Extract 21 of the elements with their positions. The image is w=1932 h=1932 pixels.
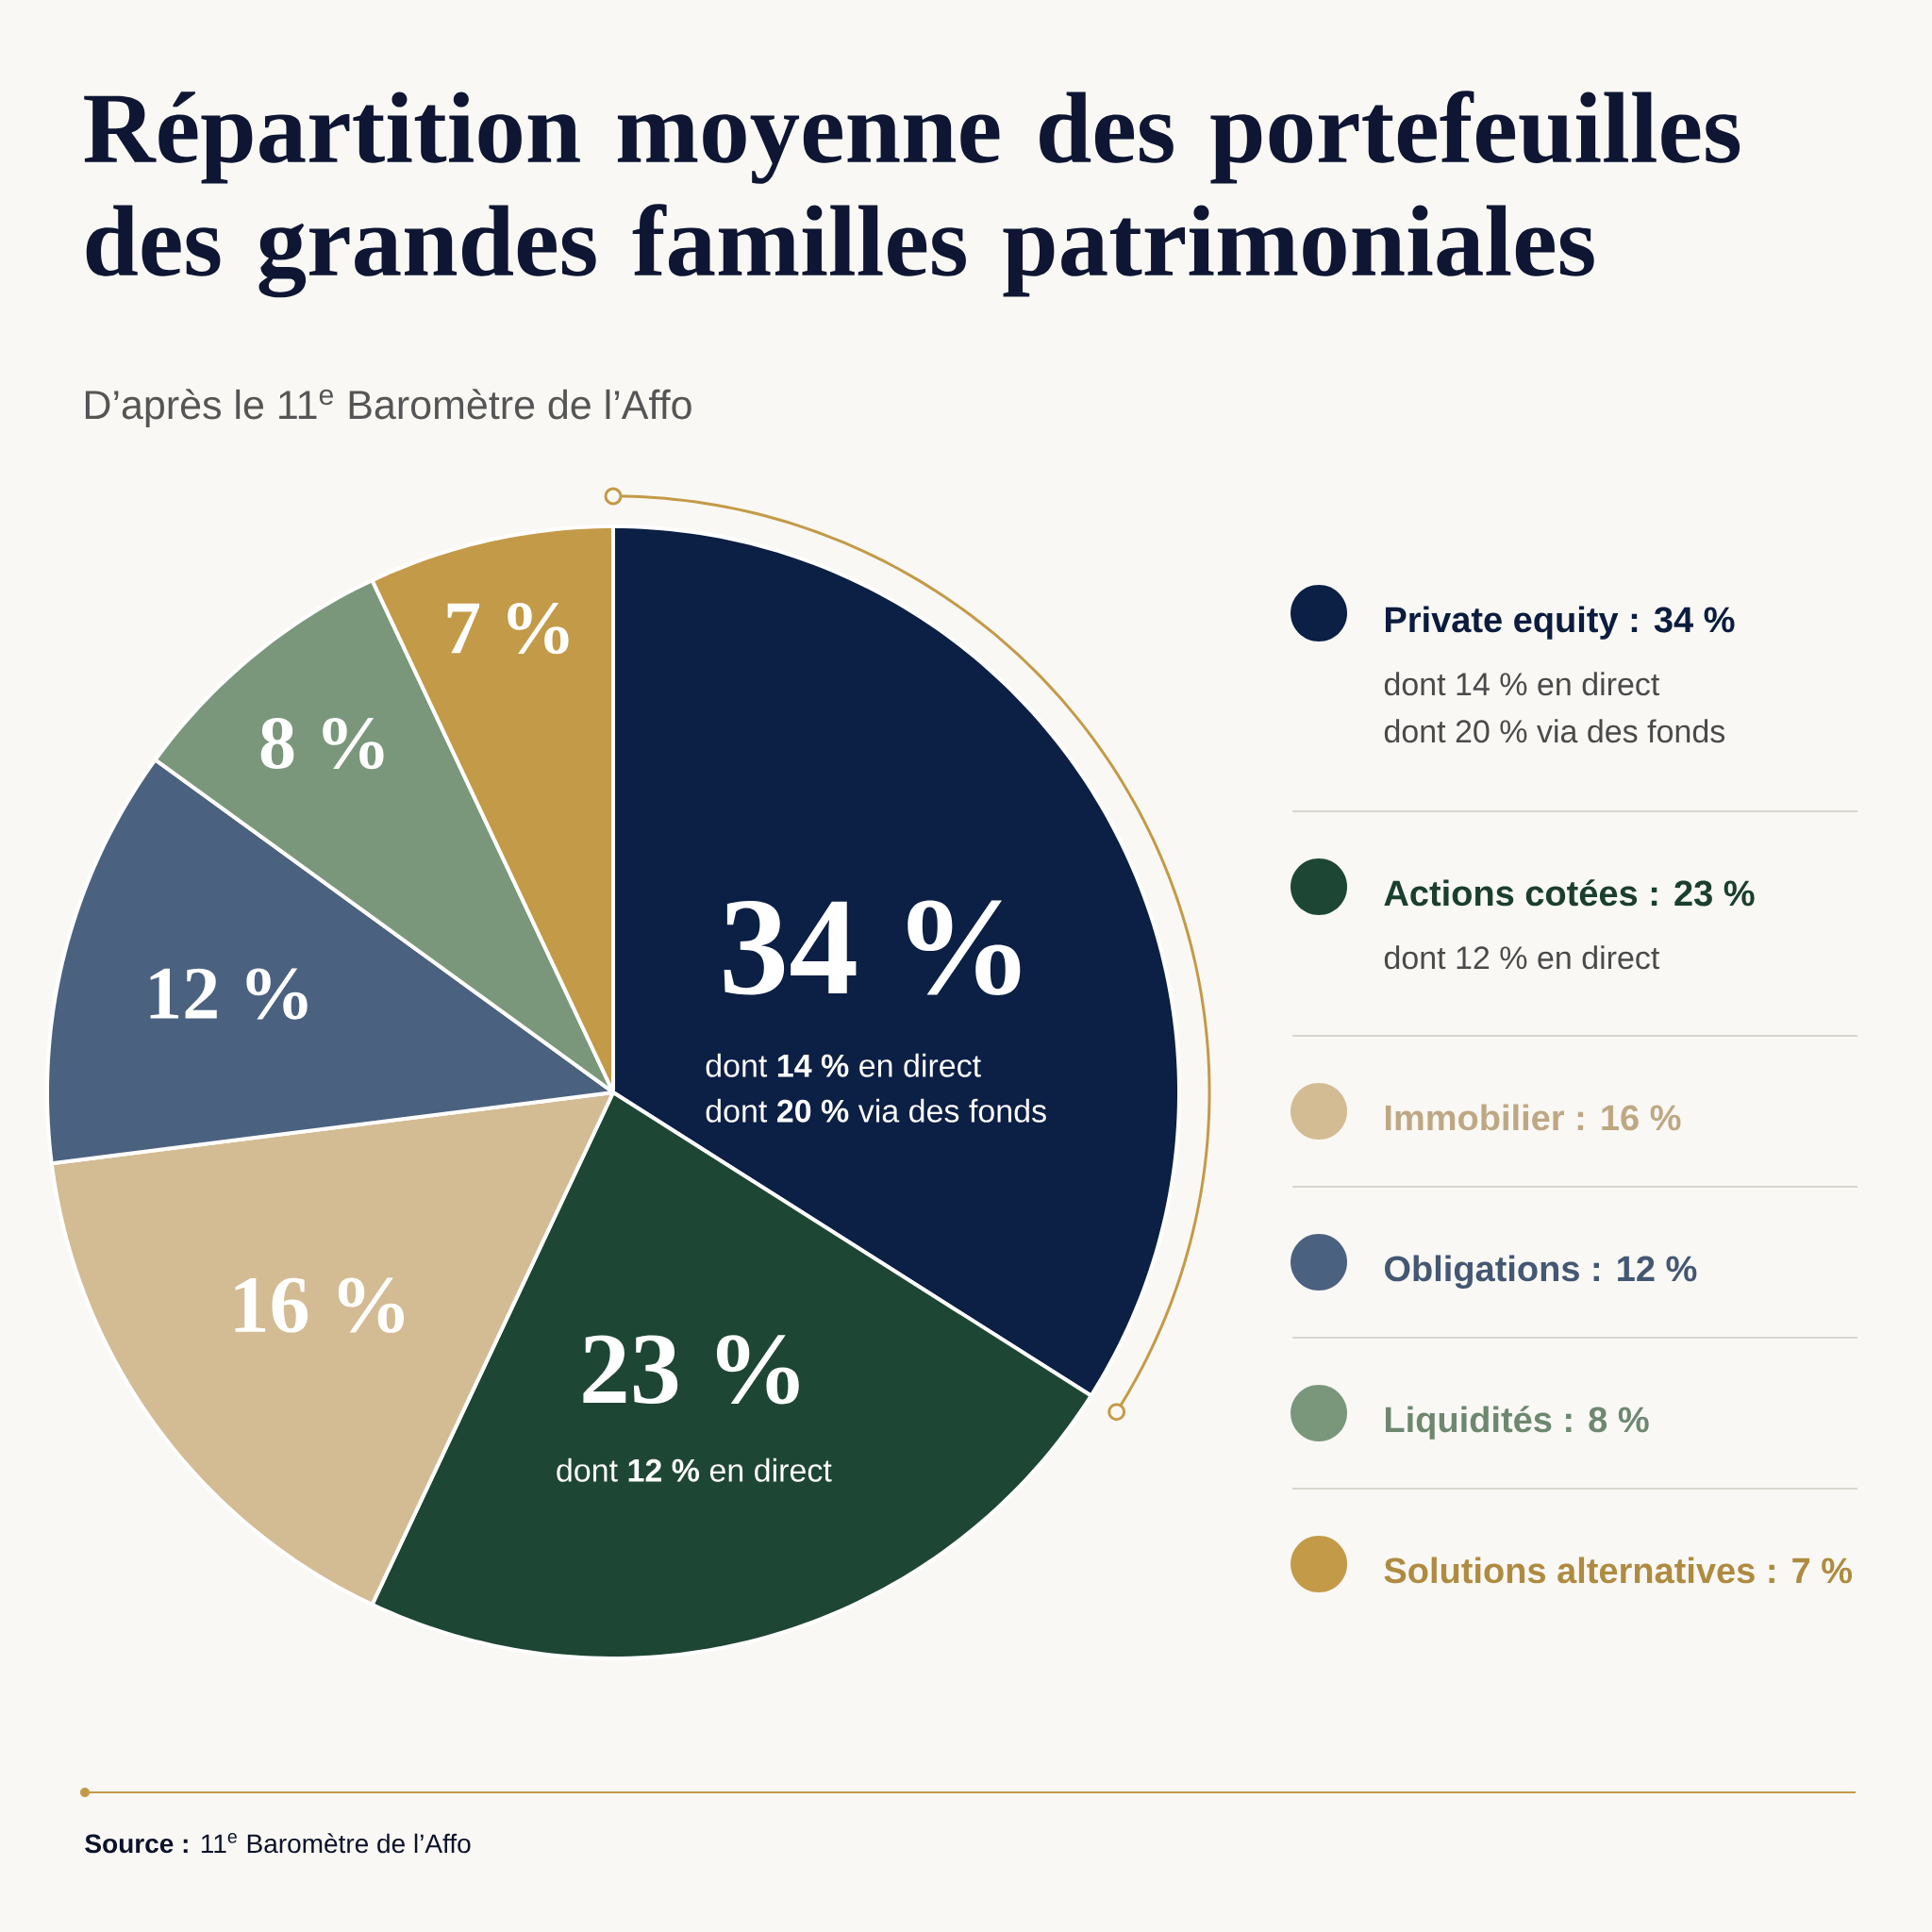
legend-label: Actions cotées : 23 % <box>1384 879 1755 907</box>
text: dont 20 % via des fonds <box>1384 719 1725 743</box>
text: dont 12 % en direct <box>1384 945 1660 970</box>
legend-label: Solutions alternatives : 7 % <box>1384 1557 1853 1584</box>
text: dont 14 % en direct <box>1384 672 1660 696</box>
data-label: 34 % <box>724 900 1021 995</box>
chart-subtitle: D’après le 11$^{e}$ Baromètre de l’Affo <box>85 389 691 427</box>
data-label: 16 % <box>235 1277 405 1333</box>
data-label: 8 % <box>260 718 384 770</box>
text: dont 14 % en direct <box>706 1053 981 1077</box>
text: Source : 11$^{e}$ Baromètre de l’Affo <box>85 1833 471 1854</box>
legend-label: Immobilier : 16 % <box>1385 1104 1681 1131</box>
legend-label: Obligations : 12 % <box>1384 1255 1697 1290</box>
data-label: 23 % <box>583 1335 799 1405</box>
chart-title: Répartition moyenne des portefeuilles des grandes familles patrimoniales <box>84 91 1740 298</box>
legend-label: Liquidités : 8 % <box>1385 1406 1649 1440</box>
text: dont 20 % via des fonds <box>706 1098 1046 1123</box>
legend-label: Private equity : 34 % <box>1385 606 1735 640</box>
data-label: 12 % <box>150 968 308 1020</box>
data-label: 7 % <box>447 602 569 655</box>
text: dont 12 % en direct <box>557 1457 832 1482</box>
